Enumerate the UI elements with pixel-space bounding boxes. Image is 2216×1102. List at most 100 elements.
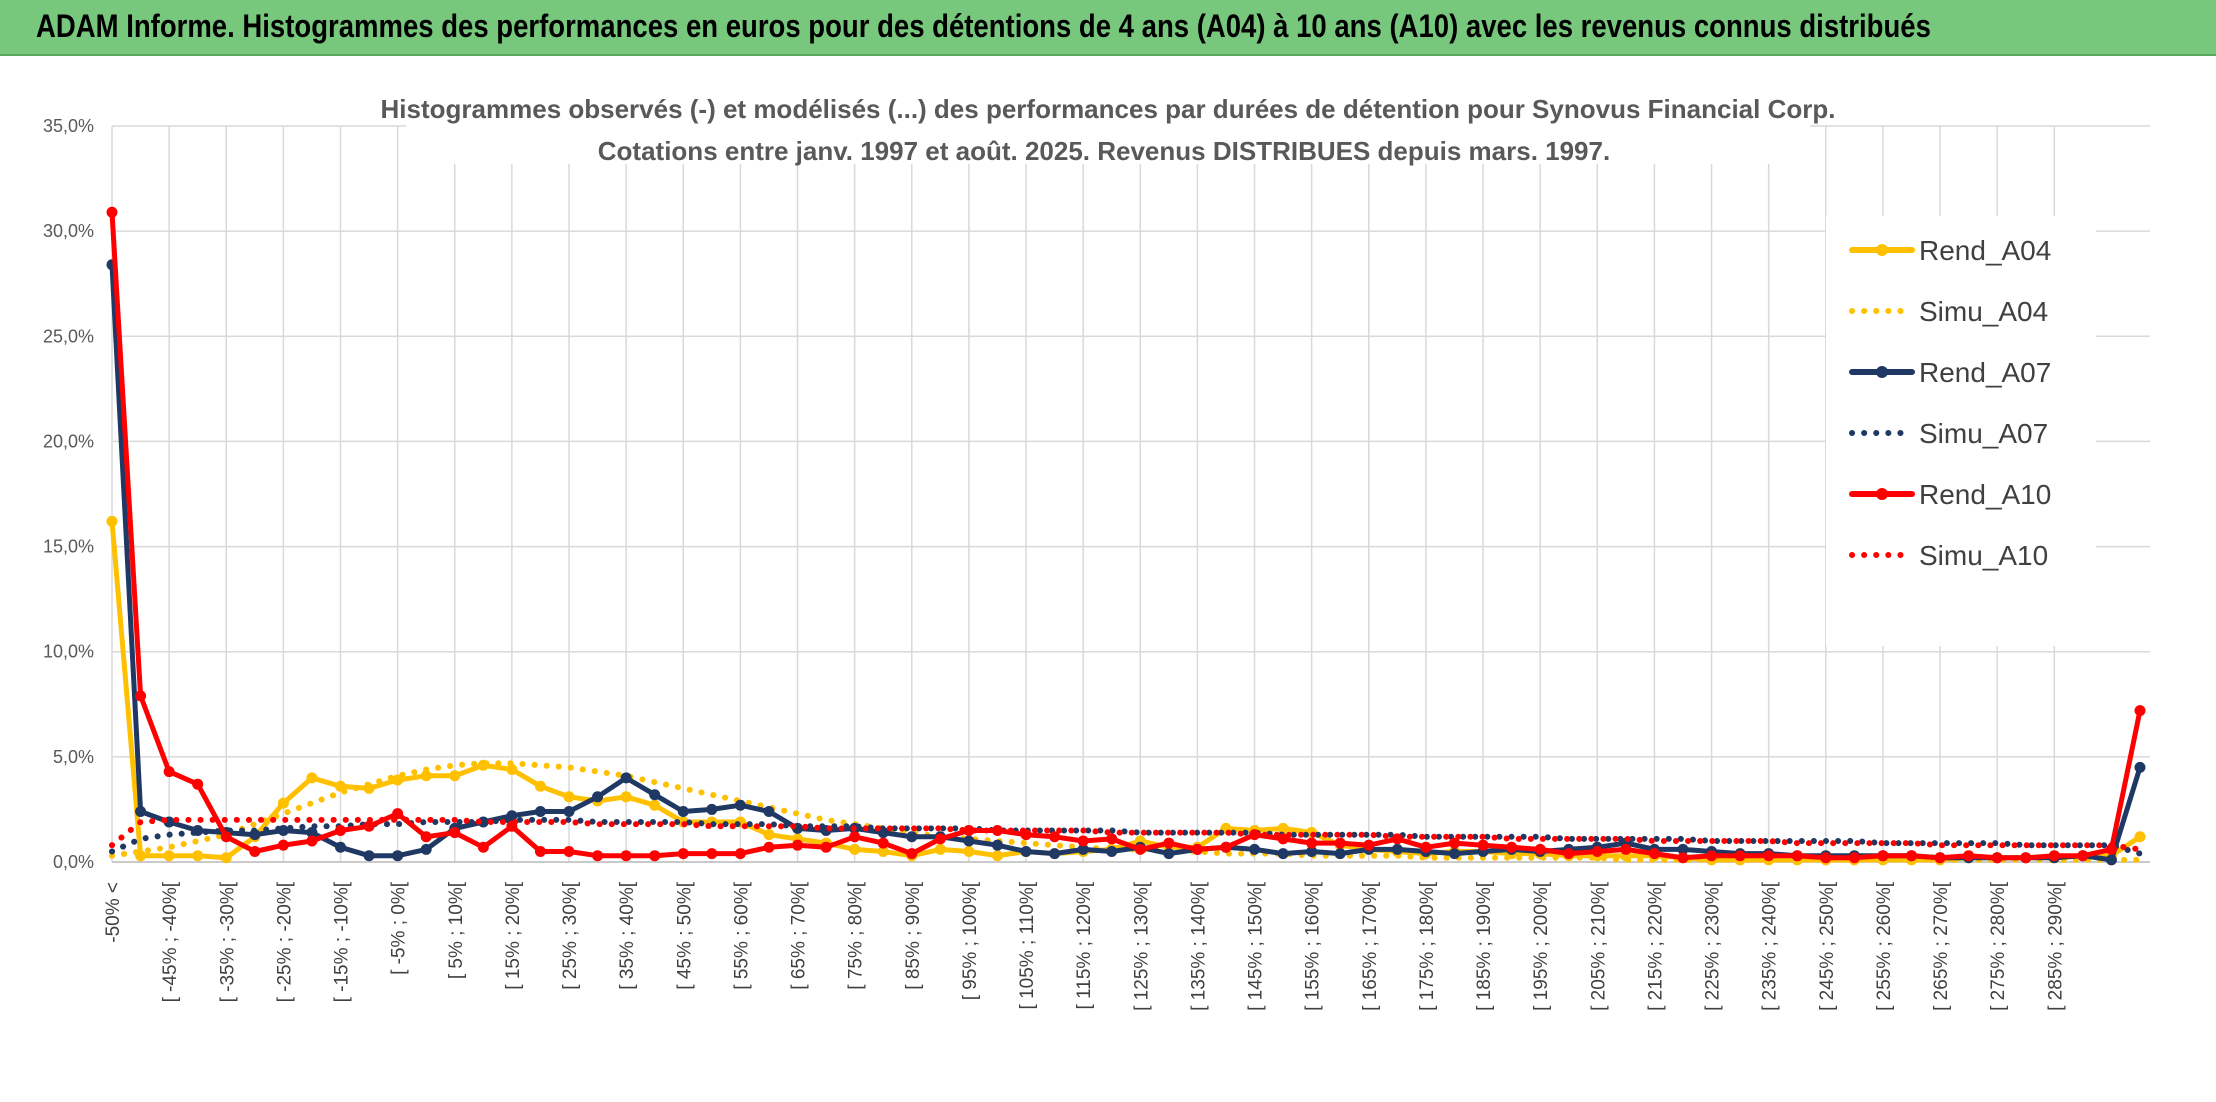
data-point-rend-a10 <box>477 841 489 853</box>
data-point-rend-a04 <box>620 791 632 803</box>
data-point-rend-a10 <box>677 848 689 860</box>
series-line-simu-a07 <box>109 816 2143 857</box>
data-point-rend-a10 <box>192 778 204 790</box>
x-tick-label: [ -45% ; -40%[ <box>160 881 181 1002</box>
x-tick-label: [ 255% ; 260%[ <box>1874 881 1895 1011</box>
x-tick-label: [ -35% ; -30%[ <box>217 881 238 1002</box>
x-tick-label: [ -15% ; -10%[ <box>332 881 353 1002</box>
x-tick-label: [ 285% ; 290%[ <box>2045 881 2066 1011</box>
data-point-rend-a07 <box>392 850 404 862</box>
data-point-rend-a07 <box>1020 845 1032 857</box>
data-point-rend-a10 <box>1734 850 1746 862</box>
data-point-rend-a04 <box>306 772 318 784</box>
data-point-rend-a07 <box>1677 843 1689 855</box>
x-tick-label: [ 125% ; 130%[ <box>1131 881 1152 1011</box>
data-point-rend-a10 <box>1934 852 1946 864</box>
x-tick-label: [ 85% ; 90%[ <box>903 881 924 989</box>
data-point-rend-a07 <box>534 806 546 818</box>
data-point-rend-a10 <box>534 845 546 857</box>
data-point-rend-a04 <box>534 780 546 792</box>
x-tick-label: [ 175% ; 180%[ <box>1417 881 1438 1011</box>
data-point-rend-a10 <box>106 206 118 218</box>
data-point-rend-a10 <box>620 850 632 862</box>
legend: Rend_A04 Simu_A04 Rend_A07 Simu_A07 Rend_A10… <box>1826 216 2096 646</box>
x-tick-label: [ -25% ; -20%[ <box>274 881 295 1002</box>
data-point-rend-a04 <box>392 774 404 786</box>
data-point-rend-a10 <box>2105 843 2117 855</box>
data-point-rend-a10 <box>706 848 718 860</box>
data-point-rend-a07 <box>706 803 718 815</box>
data-point-rend-a10 <box>763 841 775 853</box>
x-tick-label: [ 165% ; 170%[ <box>1360 881 1381 1011</box>
data-point-rend-a10 <box>1963 850 1975 862</box>
data-point-rend-a04 <box>192 850 204 862</box>
x-tick-label: [ 55% ; 60%[ <box>731 881 752 989</box>
legend-label-simu-a10: Simu_A10 <box>1919 540 2048 571</box>
legend-marker-rend-a10 <box>1876 488 1888 500</box>
x-tick-label: [ 205% ; 210%[ <box>1588 881 1609 1011</box>
data-point-rend-a10 <box>1306 837 1318 849</box>
chart: 0,0% 5,0% 10,0% 15,0% 20,0% 25,0% 30,0% 35,0% -… <box>0 56 2216 1102</box>
legend-marker-rend-a07 <box>1876 366 1888 378</box>
data-point-rend-a10 <box>1848 852 1860 864</box>
data-point-rend-a07 <box>2134 761 2146 773</box>
x-tick-label: [ 275% ; 280%[ <box>1988 881 2009 1011</box>
data-point-rend-a10 <box>1706 850 1718 862</box>
y-tick-label: 10,0% <box>43 642 94 662</box>
legend-label-simu-a07: Simu_A07 <box>1919 418 2048 449</box>
y-tick-label: 0,0% <box>53 852 94 872</box>
data-point-rend-a10 <box>934 833 946 845</box>
data-point-rend-a04 <box>963 845 975 857</box>
x-tick-label: [ 235% ; 240%[ <box>1760 881 1781 1011</box>
data-point-rend-a07 <box>763 806 775 818</box>
data-point-rend-a10 <box>1905 850 1917 862</box>
x-tick-label: [ 155% ; 160%[ <box>1303 881 1324 1011</box>
data-point-rend-a07 <box>906 831 918 843</box>
data-point-rend-a10 <box>592 850 604 862</box>
chart-title-backdrop <box>406 82 1810 164</box>
data-point-rend-a10 <box>249 845 261 857</box>
data-point-rend-a10 <box>734 848 746 860</box>
header-banner: ADAM Informe. Histogrammes des performan… <box>0 0 2216 56</box>
x-tick-label: [ 145% ; 150%[ <box>1246 881 1267 1011</box>
data-point-rend-a04 <box>934 843 946 855</box>
data-point-rend-a07 <box>1249 843 1261 855</box>
data-point-rend-a10 <box>2020 852 2032 864</box>
data-point-rend-a10 <box>877 837 889 849</box>
x-tick-label: [ 245% ; 250%[ <box>1817 881 1838 1011</box>
data-point-rend-a04 <box>163 850 175 862</box>
data-point-rend-a10 <box>1820 852 1832 864</box>
data-point-rend-a10 <box>1877 850 1889 862</box>
data-point-rend-a10 <box>1991 852 2003 864</box>
chart-title: Histogrammes observés (-) et modélisés (… <box>381 94 1836 124</box>
data-point-rend-a07 <box>1391 843 1403 855</box>
data-point-rend-a10 <box>363 820 375 832</box>
data-point-rend-a10 <box>392 808 404 820</box>
y-tick-label: 30,0% <box>43 221 94 241</box>
data-point-rend-a07 <box>1334 848 1346 860</box>
data-point-rend-a10 <box>1106 833 1118 845</box>
chart-series <box>106 206 2146 866</box>
data-point-rend-a10 <box>963 824 975 836</box>
data-point-rend-a07 <box>563 806 575 818</box>
data-point-rend-a10 <box>1506 841 1518 853</box>
data-point-rend-a07 <box>420 843 432 855</box>
data-point-rend-a07 <box>335 841 347 853</box>
y-tick-label: 35,0% <box>43 116 94 136</box>
legend-panel <box>1826 216 2096 646</box>
data-point-rend-a10 <box>1563 848 1575 860</box>
data-point-rend-a04 <box>106 515 118 527</box>
data-point-rend-a07 <box>1163 848 1175 860</box>
data-point-rend-a07 <box>1077 843 1089 855</box>
data-point-rend-a07 <box>734 799 746 811</box>
y-tick-label: 25,0% <box>43 326 94 346</box>
data-point-rend-a10 <box>2077 850 2089 862</box>
data-point-rend-a10 <box>1534 843 1546 855</box>
data-point-rend-a10 <box>1791 850 1803 862</box>
data-point-rend-a07 <box>1277 848 1289 860</box>
data-point-rend-a10 <box>1763 850 1775 862</box>
data-point-rend-a04 <box>506 763 518 775</box>
data-point-rend-a07 <box>620 772 632 784</box>
data-point-rend-a10 <box>1134 843 1146 855</box>
data-point-rend-a10 <box>1163 837 1175 849</box>
